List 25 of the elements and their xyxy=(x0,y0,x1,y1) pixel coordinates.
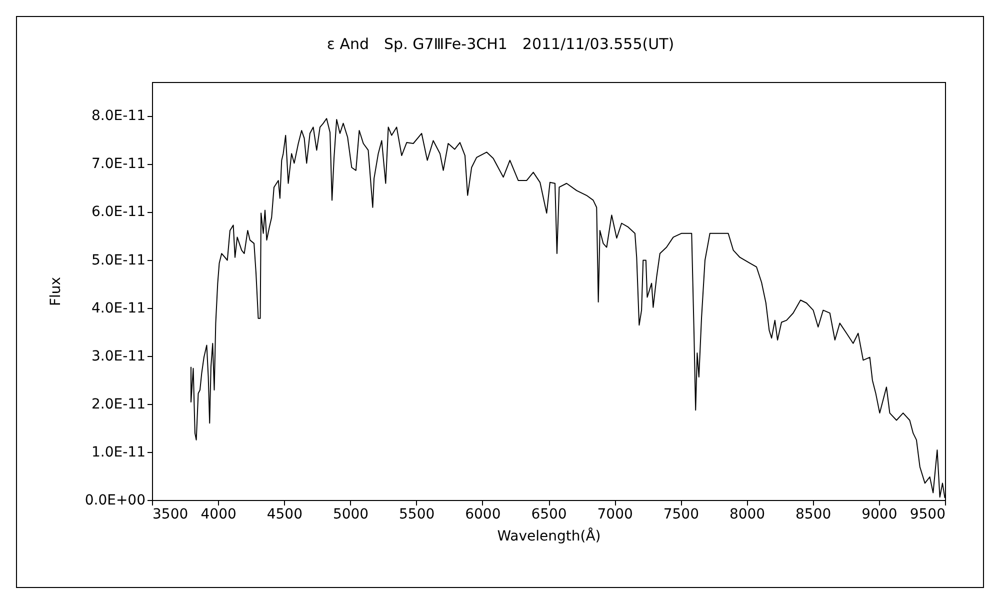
x-tick-label: 5500 xyxy=(399,506,435,522)
y-axis-title: Flux xyxy=(48,276,64,306)
x-tick-label: 4500 xyxy=(266,506,302,522)
y-tick-label: 6.0E-11 xyxy=(92,204,146,220)
x-tick-label: 6500 xyxy=(531,506,567,522)
x-tick-label: 5000 xyxy=(332,506,369,522)
x-tick-label: 4000 xyxy=(200,506,236,522)
x-tick-label: 7000 xyxy=(597,506,633,522)
y-tick-label: 5.0E-11 xyxy=(92,252,146,268)
y-tick-label: 2.0E-11 xyxy=(92,396,146,412)
y-tick-label: 0.0E+00 xyxy=(84,492,146,508)
x-axis-title: Wavelength(Å) xyxy=(497,528,601,544)
y-tick-label: 8.0E-11 xyxy=(92,108,146,124)
y-tick-label: 3.0E-11 xyxy=(92,348,146,364)
y-tick-label: 7.0E-11 xyxy=(92,156,146,172)
x-tick-label: 8500 xyxy=(796,506,832,522)
y-tick-label: 1.0E-11 xyxy=(92,444,146,460)
x-tick-label: 9000 xyxy=(862,506,898,522)
x-tick-label: 9500 xyxy=(910,506,946,522)
x-tick-label: 6000 xyxy=(465,506,501,522)
y-tick-label: 4.0E-11 xyxy=(92,300,146,316)
x-tick-label: 8000 xyxy=(729,506,766,522)
x-tick-label: 7500 xyxy=(663,506,699,522)
x-tick-label: 3500 xyxy=(152,506,188,522)
chart-title: ε And Sp. G7ⅢFe-3CH1 2011/11/03.555(UT) xyxy=(326,35,674,53)
